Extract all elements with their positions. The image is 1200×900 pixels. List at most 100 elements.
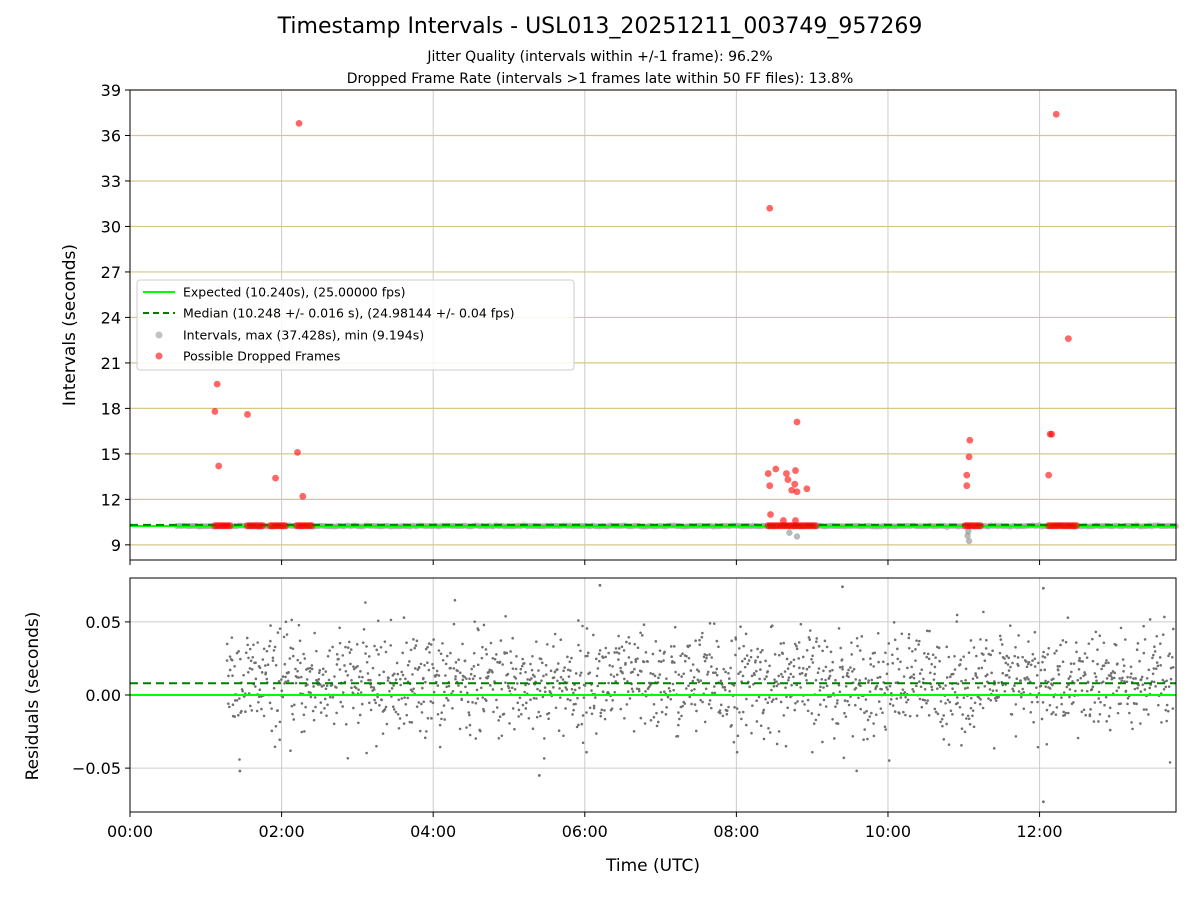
residual-point — [979, 638, 982, 641]
residual-point — [682, 672, 686, 676]
residual-point — [1031, 652, 1035, 656]
residual-point — [461, 678, 465, 682]
residual-point — [338, 668, 342, 671]
residual-point — [1004, 661, 1008, 665]
xtick-label-6: 12:00 — [1017, 822, 1063, 841]
residual-point — [592, 706, 596, 710]
residual-point — [372, 688, 376, 691]
residual-point — [1091, 685, 1095, 689]
residual-point — [352, 706, 355, 710]
residual-point — [500, 687, 504, 691]
residual-point — [939, 720, 942, 724]
residual-point — [663, 650, 666, 654]
residual-point — [619, 666, 622, 670]
residual-point — [815, 637, 819, 640]
legend-label-0: Expected (10.240s), (25.00000 fps) — [183, 285, 405, 300]
residual-point — [454, 677, 457, 681]
residual-point — [741, 674, 745, 678]
residual-point — [352, 667, 356, 671]
residual-point — [1132, 677, 1135, 680]
residual-point — [621, 671, 624, 675]
residual-point — [1080, 689, 1084, 692]
residual-point — [1116, 662, 1119, 665]
residual-point — [822, 669, 825, 673]
residual-point — [435, 669, 439, 673]
residual-point — [471, 677, 475, 681]
residual-point — [1067, 677, 1071, 680]
residual-point — [511, 667, 515, 670]
residual-point — [918, 639, 921, 643]
residual-point — [1041, 701, 1045, 704]
residual-point — [755, 720, 759, 723]
residual-point — [614, 647, 618, 650]
residual-point — [633, 642, 637, 646]
residual-point — [814, 678, 818, 682]
residual-outlier-2 — [1041, 586, 1045, 590]
residual-point — [322, 684, 326, 687]
residual-point — [1074, 689, 1077, 693]
residual-point — [581, 714, 585, 717]
residual-point — [1120, 679, 1124, 682]
legend-label-2: Intervals, max (37.428s), min (9.194s) — [183, 328, 424, 343]
residual-point — [282, 635, 286, 639]
residual-point — [1048, 703, 1052, 707]
residual-point — [248, 704, 252, 708]
residual-point — [1131, 727, 1134, 731]
residual-point — [781, 652, 785, 655]
residual-point — [999, 638, 1003, 641]
residual-point — [687, 684, 690, 687]
residual-point — [1121, 658, 1125, 661]
residual-point — [294, 681, 298, 685]
residual-point — [491, 656, 495, 660]
residual-point — [1092, 720, 1096, 723]
residual-point — [332, 722, 336, 726]
residual-point — [795, 647, 799, 651]
interval-point-low-3 — [965, 537, 973, 545]
residual-point — [918, 697, 922, 701]
residual-point — [971, 709, 975, 712]
residual-point — [969, 639, 973, 642]
residual-point — [400, 697, 404, 700]
residual-point — [530, 668, 534, 672]
residual-point — [1006, 663, 1010, 666]
residual-point — [962, 696, 966, 700]
residual-point — [1134, 677, 1137, 680]
residual-point — [953, 690, 957, 694]
residual-point — [992, 747, 996, 750]
residual-point — [624, 663, 627, 666]
dropped-frame-point-31 — [1064, 335, 1072, 343]
residual-point — [841, 675, 845, 679]
residual-point — [239, 657, 242, 661]
residual-point — [384, 705, 388, 709]
dropped-frame-point-0 — [213, 380, 221, 388]
residual-point — [1119, 702, 1122, 705]
residual-point — [1017, 690, 1021, 693]
residual-point — [542, 674, 545, 678]
residual-point — [891, 704, 895, 707]
residual-point — [369, 685, 373, 689]
residual-point — [343, 664, 346, 667]
residual-point — [438, 723, 442, 727]
residual-point — [498, 660, 502, 664]
residual-point — [1097, 690, 1101, 694]
residual-point — [1171, 707, 1175, 710]
residual-point — [824, 678, 827, 682]
residual-point — [437, 674, 441, 677]
residual-point — [269, 639, 272, 643]
residual-point — [468, 713, 471, 717]
residual-point — [670, 655, 673, 658]
residual-point — [1163, 615, 1166, 619]
residual-point — [482, 709, 486, 713]
residual-point — [1096, 648, 1099, 651]
residual-point — [949, 675, 952, 679]
legend-label-1: Median (10.248 +/- 0.016 s), (24.98144 +… — [183, 306, 514, 321]
residual-point — [1090, 688, 1094, 691]
chart-title: Timestamp Intervals - USL013_20251211_00… — [277, 14, 923, 39]
residual-point — [859, 684, 862, 688]
residual-point — [1005, 673, 1009, 677]
residual-point — [406, 663, 410, 667]
residual-point — [1035, 674, 1039, 677]
residual-point — [862, 738, 865, 741]
residual-point — [870, 678, 874, 682]
residual-point — [1162, 687, 1166, 691]
